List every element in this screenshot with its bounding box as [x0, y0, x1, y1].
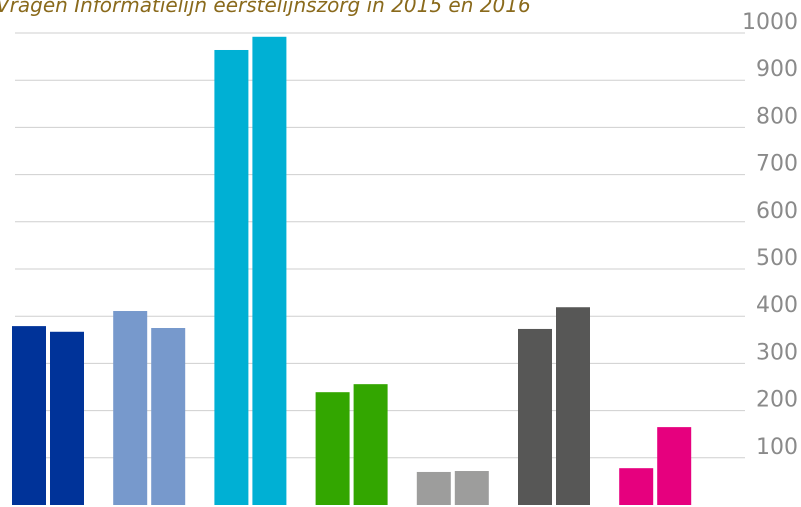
y-tick-label: 700 [756, 152, 798, 177]
y-tick-label: 800 [756, 104, 798, 129]
bar [416, 471, 451, 505]
y-tick-label: 200 [756, 388, 798, 413]
bar [12, 326, 46, 505]
bar [113, 311, 148, 505]
bar [353, 384, 388, 505]
bar [151, 328, 186, 505]
bar [50, 331, 84, 505]
bar [454, 471, 489, 505]
bar [315, 392, 350, 505]
y-tick-label: 500 [756, 246, 798, 271]
bar [619, 468, 654, 505]
y-tick-label: 300 [756, 340, 798, 365]
y-tick-label: 400 [756, 293, 798, 318]
bar [214, 49, 249, 505]
chart-title: Vragen Informatielijn eerstelijnszorg in… [0, 0, 531, 17]
y-tick-label: 1000 [742, 10, 798, 35]
bar [657, 427, 692, 505]
bar [556, 307, 590, 505]
y-tick-label: 900 [756, 57, 798, 82]
y-tick-label: 600 [756, 199, 798, 224]
bar [518, 328, 552, 505]
bar [252, 36, 287, 505]
y-tick-label: 100 [756, 435, 798, 460]
